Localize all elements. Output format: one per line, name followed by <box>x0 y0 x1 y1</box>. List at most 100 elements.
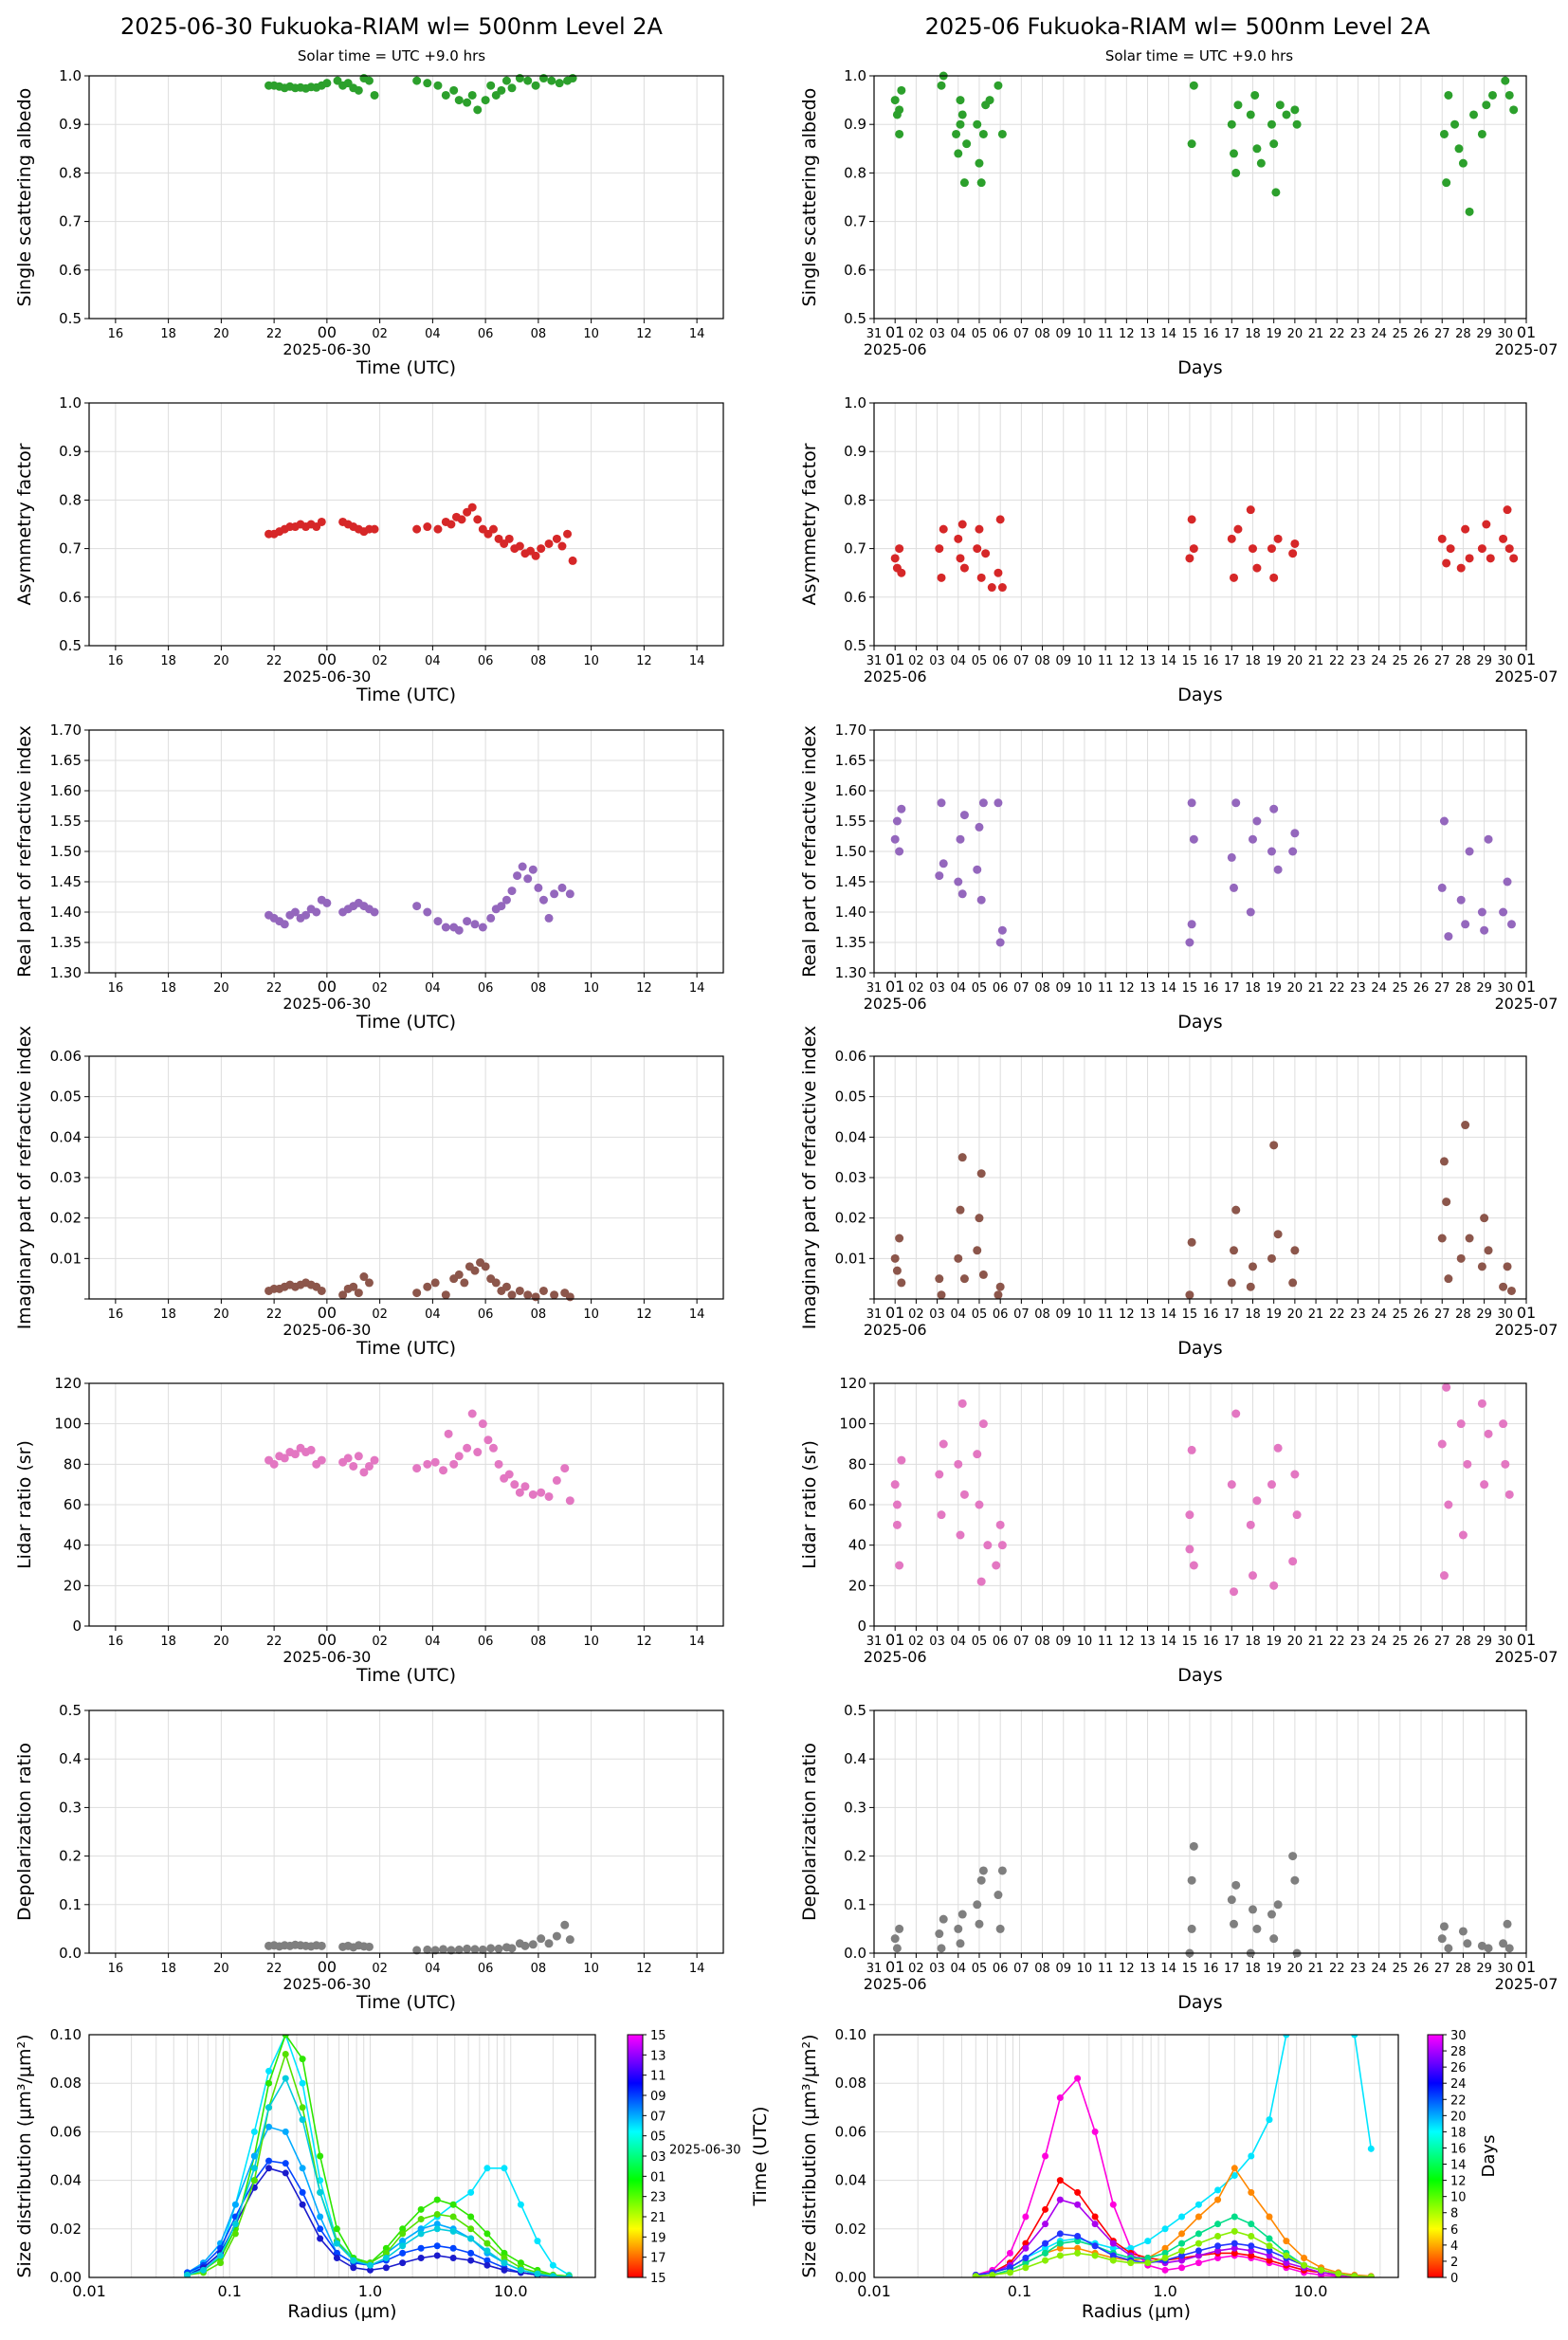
data-point <box>1227 1278 1236 1288</box>
y-tick-label: 0.6 <box>59 589 82 606</box>
data-point <box>1252 1496 1262 1506</box>
series-point <box>382 2244 390 2252</box>
data-point <box>1227 1895 1236 1905</box>
series-point <box>1144 2255 1152 2262</box>
data-point <box>1233 524 1243 534</box>
series-point <box>483 2230 491 2238</box>
y-axis-label: Real part of refractive index <box>14 725 35 978</box>
series-point <box>1056 2177 1064 2185</box>
x-tick-label: 12 <box>636 327 652 341</box>
data-point <box>956 1205 965 1215</box>
data-point <box>349 1461 358 1471</box>
data-point <box>1450 119 1460 129</box>
y-tick-label: 0.05 <box>835 1088 866 1106</box>
data-point <box>481 1262 490 1271</box>
series-point <box>299 2079 306 2087</box>
data-point <box>1444 1274 1453 1284</box>
colorbar-tick-label: 8 <box>1450 2207 1458 2221</box>
x-tick-label: 05 <box>972 1635 988 1649</box>
series-point <box>433 2225 441 2233</box>
series-point <box>231 2230 239 2238</box>
series-point <box>1283 2035 1290 2038</box>
data-point <box>430 1457 440 1467</box>
data-point <box>997 1866 1007 1875</box>
data-point <box>1442 178 1451 188</box>
data-point <box>280 920 289 929</box>
data-point <box>1230 1587 1239 1597</box>
data-point <box>1187 920 1196 929</box>
series-point <box>1318 1983 1324 1989</box>
data-point <box>520 1482 530 1491</box>
data-point <box>956 96 965 105</box>
y-tick-label: 1.65 <box>835 752 866 769</box>
x-tick-label: 05 <box>972 981 988 996</box>
x-tick-label: 03 <box>929 1962 945 1976</box>
data-point <box>306 1445 316 1454</box>
x-tick-label: 08 <box>1034 1635 1050 1649</box>
data-point <box>1231 168 1241 177</box>
series-point <box>1231 2244 1238 2252</box>
series-point <box>1214 2221 1222 2228</box>
data-point <box>1503 505 1512 515</box>
series-point <box>565 2273 573 2277</box>
axes-frame <box>873 75 1527 320</box>
data-point <box>1444 1500 1453 1509</box>
series-point <box>399 2230 407 2238</box>
series-point <box>1266 2213 1273 2221</box>
data-point <box>981 549 991 558</box>
axes-frame <box>88 1382 724 1627</box>
y-tick-label: 0.3 <box>844 1799 866 1816</box>
data-point <box>1269 1934 1279 1944</box>
x-axis-label: Days <box>1177 1992 1222 2013</box>
data-point <box>523 874 533 884</box>
data-point <box>504 1470 514 1479</box>
y-tick-label: 0.2 <box>844 1848 866 1865</box>
data-point <box>892 1520 902 1529</box>
data-point <box>1442 558 1451 568</box>
colorbar-tick-label: 03 <box>650 2150 666 2165</box>
y-tick-label: 0.00 <box>50 2269 82 2286</box>
series-point <box>467 2235 475 2242</box>
data-point <box>523 76 533 85</box>
data-point <box>1267 1253 1276 1263</box>
y-tick-label: 1.0 <box>844 394 866 411</box>
data-point <box>423 1459 432 1469</box>
data-point <box>488 1443 498 1453</box>
data-point <box>488 524 498 534</box>
data-point <box>478 923 487 932</box>
data-point <box>1290 539 1300 548</box>
data-point <box>952 129 961 138</box>
data-point <box>1185 1290 1194 1300</box>
x-tick-label: 18 <box>160 981 176 996</box>
data-point <box>1437 883 1447 892</box>
series-point <box>989 2271 996 2277</box>
data-point <box>1290 1875 1300 1885</box>
series-point <box>417 2230 425 2238</box>
data-point <box>412 1289 422 1298</box>
data-point <box>1185 938 1194 947</box>
data-point <box>976 178 986 188</box>
data-point <box>976 1577 986 1586</box>
x-tick-label: 28 <box>1455 1635 1471 1649</box>
y-tick-label: 0.02 <box>835 2221 866 2238</box>
y-tick-label: 0.01 <box>50 1250 82 1267</box>
series-group <box>184 2035 573 2277</box>
data-point <box>412 1464 422 1473</box>
x-tick-label: 04 <box>951 1307 967 1322</box>
x-tick-label: 12 <box>1119 981 1135 996</box>
x-tick-label: 14 <box>689 981 705 996</box>
series-point <box>231 2201 239 2208</box>
data-point <box>473 515 483 524</box>
series-point <box>501 2255 508 2262</box>
data-point <box>433 917 443 926</box>
data-point <box>1482 520 1491 529</box>
series-point <box>299 2104 306 2111</box>
x-axis-label: Time (UTC) <box>356 1992 456 2013</box>
axes-frame <box>88 1055 724 1300</box>
colorbar-tick-label: 16 <box>1450 2142 1467 2156</box>
data-point <box>995 1282 1005 1291</box>
data-point <box>975 158 984 168</box>
data-point <box>1504 1490 1514 1499</box>
x-tick-label: 22 <box>1329 327 1345 341</box>
date-label-end: 2025-07 <box>1495 995 1559 1013</box>
